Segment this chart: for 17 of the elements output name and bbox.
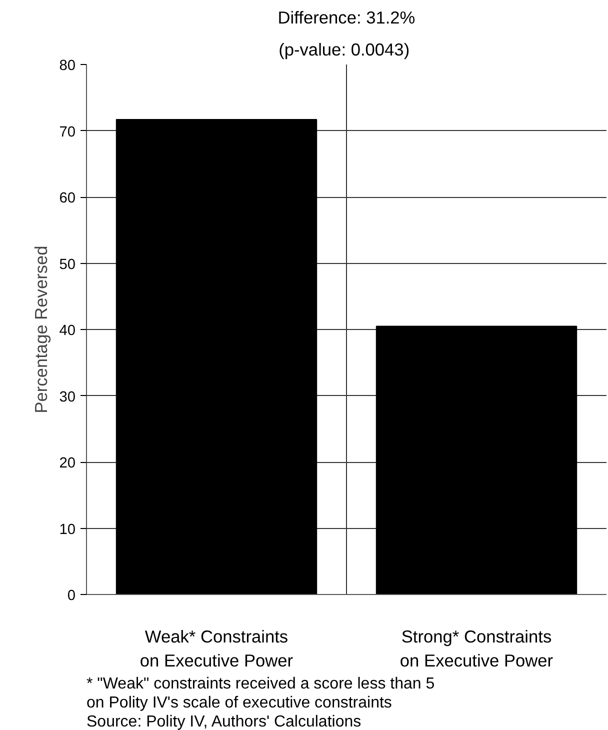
- x-tick-label: Strong* Constraints on Executive Power: [400, 626, 554, 670]
- source-note: Source: Polity IV, Authors' Calculations: [86, 714, 362, 730]
- y-tick-label: 60: [59, 190, 76, 206]
- y-tick-label: 80: [59, 58, 76, 74]
- text: * "Weak" constraints received a score less than 5: [86, 676, 435, 692]
- y-tick-label: 10: [59, 522, 76, 538]
- y-tick-label: 50: [59, 256, 76, 273]
- chart-subtitle: (p-value: 0.0043): [278, 40, 410, 60]
- chart-title: Difference: 31.2%: [278, 8, 416, 28]
- y-tick-label: 20: [59, 456, 76, 472]
- y-axis-title: Percentage Reversed: [31, 246, 52, 414]
- y-tick-label: 0: [67, 588, 76, 604]
- x-tick-label: Weak* Constraints on Executive Power: [140, 626, 294, 670]
- text: on Polity IV's scale of executive constraints: [86, 694, 392, 712]
- y-tick-label: 30: [59, 389, 76, 406]
- y-tick-label: 40: [59, 323, 76, 339]
- y-tick-label: 70: [59, 124, 76, 140]
